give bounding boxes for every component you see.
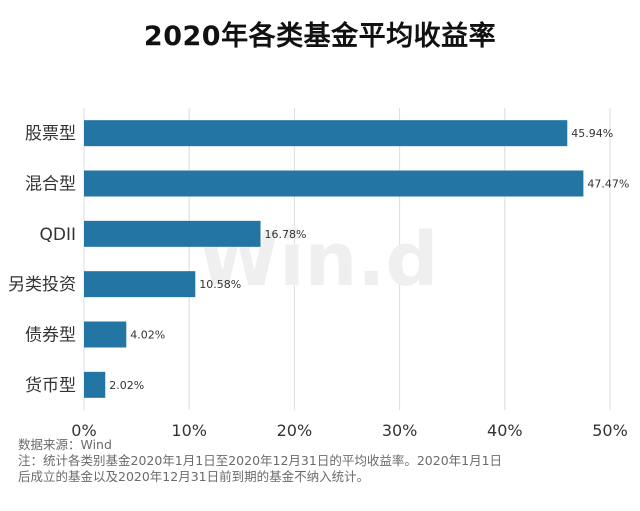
bar	[84, 120, 568, 147]
value-label: 2.02%	[109, 379, 144, 392]
x-tick-label: 10%	[171, 421, 207, 440]
footnotes: 数据来源：Wind 注：统计各类别基金2020年1月1日至2020年12月31日…	[18, 437, 638, 485]
y-category-label: QDII	[40, 225, 77, 245]
y-category-label: 货币型	[25, 376, 76, 396]
bar	[84, 170, 584, 197]
bars	[84, 120, 584, 398]
bar	[84, 271, 196, 298]
note-line-2: 后成立的基金以及2020年12月31日前到期的基金不纳入统计。	[18, 469, 370, 484]
value-label: 45.94%	[571, 127, 613, 140]
y-category-label: 混合型	[25, 175, 76, 195]
x-axis-labels: 0% 10% 20% 30% 40% 50%	[71, 421, 627, 440]
bar	[84, 321, 127, 348]
y-category-label: 另类投资	[8, 275, 76, 295]
x-tick-label: 40%	[487, 421, 523, 440]
y-category-label: 债券型	[25, 326, 76, 346]
value-label: 4.02%	[130, 329, 165, 342]
value-label: 16.78%	[265, 228, 307, 241]
value-labels: 45.94% 47.47% 16.78% 10.58% 4.02% 2.02%	[109, 127, 629, 392]
bar	[84, 371, 106, 398]
bar	[84, 220, 261, 247]
chart-title: 2020年各类基金平均收益率	[143, 21, 497, 52]
x-tick-label: 50%	[592, 421, 628, 440]
value-label: 47.47%	[587, 178, 629, 191]
note-line-1: 注：统计各类别基金2020年1月1日至2020年12月31日的平均收益率。202…	[18, 453, 503, 468]
x-tick-label: 20%	[277, 421, 313, 440]
x-tick-label: 30%	[382, 421, 418, 440]
y-category-label: 股票型	[25, 124, 76, 144]
x-tick-label: 0%	[71, 421, 96, 440]
source-note: 数据来源：Wind	[18, 437, 112, 452]
value-label: 10.58%	[199, 278, 241, 291]
gridlines	[83, 108, 611, 410]
